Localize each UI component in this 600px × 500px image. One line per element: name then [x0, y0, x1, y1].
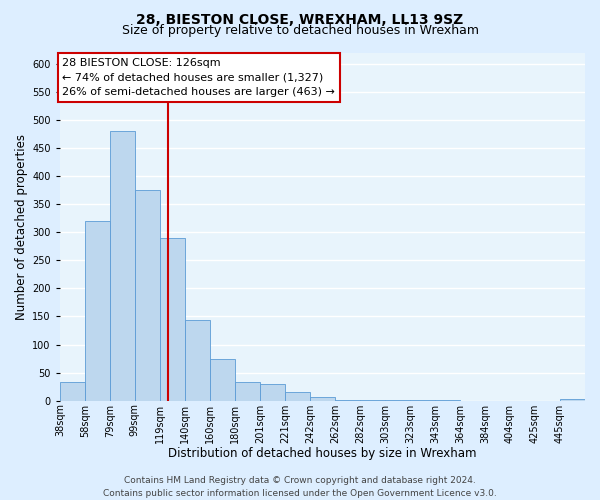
Bar [235, 382, 260, 400]
Bar [135, 190, 160, 400]
Text: 28, BIESTON CLOSE, WREXHAM, LL13 9SZ: 28, BIESTON CLOSE, WREXHAM, LL13 9SZ [136, 12, 464, 26]
Text: Size of property relative to detached houses in Wrexham: Size of property relative to detached ho… [121, 24, 479, 37]
Bar [285, 392, 310, 400]
Bar [110, 131, 135, 400]
Bar [310, 398, 335, 400]
Bar [185, 320, 210, 400]
Bar [560, 399, 585, 400]
Bar [260, 384, 285, 400]
Text: Contains HM Land Registry data © Crown copyright and database right 2024.
Contai: Contains HM Land Registry data © Crown c… [103, 476, 497, 498]
Bar [160, 238, 185, 400]
Text: 28 BIESTON CLOSE: 126sqm
← 74% of detached houses are smaller (1,327)
26% of sem: 28 BIESTON CLOSE: 126sqm ← 74% of detach… [62, 58, 335, 98]
Bar [210, 358, 235, 401]
X-axis label: Distribution of detached houses by size in Wrexham: Distribution of detached houses by size … [168, 447, 476, 460]
Bar [85, 221, 110, 400]
Bar [60, 382, 85, 400]
Y-axis label: Number of detached properties: Number of detached properties [15, 134, 28, 320]
